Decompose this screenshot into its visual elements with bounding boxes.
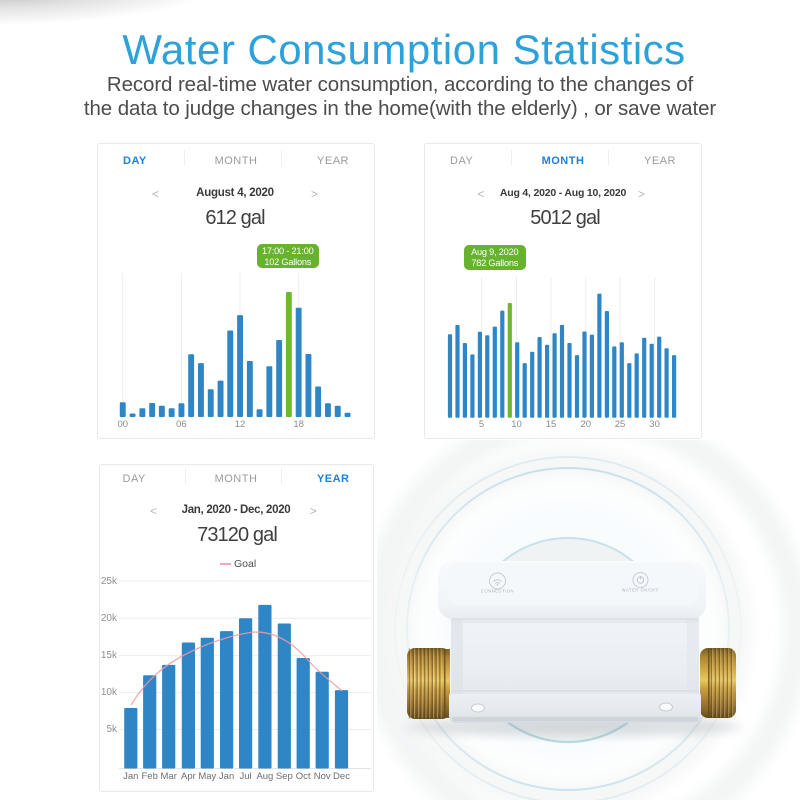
svg-text:WATER ON/OFF: WATER ON/OFF <box>622 588 660 593</box>
svg-text:CONNECTION: CONNECTION <box>481 589 514 594</box>
